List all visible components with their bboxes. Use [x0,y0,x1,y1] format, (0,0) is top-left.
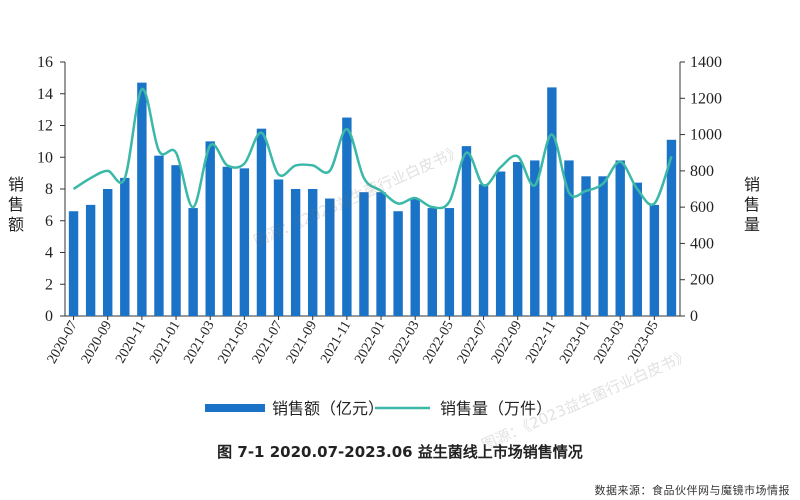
legend-line-label: 销售量（万件） [440,399,552,418]
x-tick-label: 2020-07 [45,319,81,367]
sales-amount-bar [205,141,215,316]
right-tick-label: 1200 [690,90,722,107]
sales-amount-bar [376,192,386,316]
sales-amount-bar [290,189,301,316]
sales-amount-bar [427,208,437,316]
sales-amount-bar [222,166,232,316]
left-tick-label: 10 [37,149,53,166]
sales-amount-bar [154,155,164,316]
sales-amount-bar [137,82,147,316]
sales-amount-bar [632,182,642,316]
right-tick-label: 1400 [690,54,722,71]
chart-caption: 图 7-1 2020.07-2023.06 益生菌线上市场销售情况 [217,443,583,461]
right-tick-label: 0 [690,308,698,325]
left-axis-title: 销售额 [8,175,24,234]
x-tick-label: 2022-09 [489,319,525,367]
sales-amount-bar [342,117,352,316]
x-tick-label: 2022-07 [455,318,491,366]
legend-bar-label: 销售额（亿元） [272,399,384,418]
right-tick-label: 600 [690,199,714,216]
sales-amount-bar [495,171,506,316]
sales-amount-bar [513,162,523,316]
x-tick-label: 2023-03 [591,319,627,367]
left-tick-label: 6 [45,213,53,230]
left-tick-label: 12 [37,118,53,135]
left-tick-label: 14 [37,86,53,103]
x-tick-label: 2023-01 [557,319,593,367]
sales-amount-bar [393,211,403,316]
x-tick-label: 2020-11 [113,319,149,366]
x-tick-label: 2022-03 [386,319,422,367]
sales-amount-bar [410,198,420,316]
sales-amount-bar [239,168,250,316]
data-source: 数据来源：食品伙伴网与魔镜市场情报 [594,484,790,497]
sales-amount-bar [547,87,557,317]
sales-amount-bar [256,128,267,316]
sales-amount-bar [68,211,79,316]
sales-amount-bar [444,208,455,316]
x-tick-label: 2021-07 [250,319,286,367]
x-tick-label: 2022-05 [421,319,457,367]
sales-amount-bar [171,165,181,316]
sales-amount-bar [598,176,608,316]
sales-amount-bar [103,189,113,316]
sales-amount-bar [649,204,660,316]
sales-amount-bar [188,208,198,316]
right-tick-label: 400 [690,235,714,252]
left-tick-label: 4 [45,245,53,262]
sales-amount-bar [581,176,591,316]
sales-volume-line [72,87,673,210]
x-tick-label: 2021-11 [318,319,354,366]
sales-amount-bar [325,198,335,316]
sales-amount-bar [478,184,489,316]
sales-amount-bar [615,160,625,316]
sales-amount-bar [273,179,284,316]
x-tick-label: 2021-09 [284,319,320,367]
sales-amount-bar [120,177,130,316]
sales-amount-bar [564,160,574,316]
sales-amount-bar [530,160,540,316]
x-tick-label: 2020-09 [79,319,115,367]
sales-amount-bar [308,189,318,316]
left-tick-label: 2 [45,276,53,293]
sales-amount-bar [666,139,677,316]
x-tick-label: 2021-01 [147,319,183,367]
sales-amount-bar [85,204,96,316]
right-axis-title: 销售量 [744,175,760,234]
left-tick-label: 0 [45,308,53,325]
legend-bar-swatch [205,404,265,412]
sales-amount-bar [359,192,369,316]
right-tick-label: 200 [690,272,714,289]
x-tick-label: 2021-03 [181,319,217,367]
x-tick-label: 2022-11 [523,319,559,366]
x-tick-label: 2021-05 [216,319,252,367]
left-tick-label: 16 [37,54,53,71]
x-tick-label: 2022-01 [352,319,388,367]
left-tick-label: 8 [45,181,53,198]
right-tick-label: 800 [690,163,714,180]
sales-amount-bar [461,146,472,316]
right-tick-label: 1000 [690,127,722,144]
